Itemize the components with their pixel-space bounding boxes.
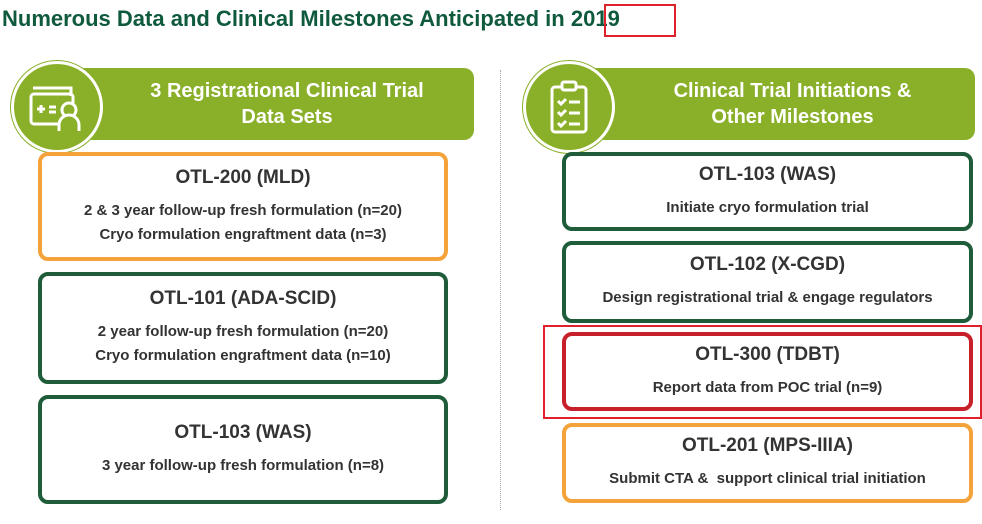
left-heading-line1: 3 Registrational Clinical Trial: [150, 80, 424, 102]
left-banner: 3 Registrational Clinical Trial Data Set…: [60, 68, 474, 140]
right-heading-line1: Clinical Trial Initiations &: [673, 80, 912, 102]
otl-300-highlight-box: [543, 325, 982, 419]
box-line: Submit CTA & support clinical trial init…: [609, 470, 926, 487]
trial-box-otl-103: OTL-103 (WAS) 3 year follow-up fresh for…: [38, 395, 448, 504]
left-heading-line2: Data Sets: [241, 106, 333, 128]
milestone-box-otl-201: OTL-201 (MPS-IIIA) Submit CTA & support …: [562, 423, 973, 503]
column-divider: [500, 70, 501, 510]
right-banner: Clinical Trial Initiations & Other Miles…: [570, 68, 975, 140]
trial-box-otl-200: OTL-200 (MLD) 2 & 3 year follow-up fresh…: [38, 152, 448, 261]
box-line: Cryo formulation engraftment data (n=3): [99, 225, 387, 243]
trial-box-otl-101: OTL-101 (ADA-SCID) 2 year follow-up fres…: [38, 272, 448, 384]
milestone-box-otl-103: OTL-103 (WAS) Initiate cryo formulation …: [562, 152, 973, 231]
box-title: OTL-200 (MLD): [175, 166, 311, 188]
title-text: Numerous Data and Clinical Milestones An…: [2, 6, 565, 31]
box-title: OTL-101 (ADA-SCID): [149, 288, 337, 309]
clipboard-checklist-icon: [523, 61, 615, 153]
milestone-box-otl-300: OTL-300 (TDBT) Report data from POC tria…: [562, 332, 973, 411]
box-line: Design registrational trial & engage reg…: [602, 289, 933, 306]
box-line: 2 & 3 year follow-up fresh formulation (…: [84, 201, 402, 219]
milestone-box-otl-102: OTL-102 (X-CGD) Design registrational tr…: [562, 241, 973, 323]
box-line: Initiate cryo formulation trial: [666, 198, 869, 216]
box-title: OTL-103 (WAS): [174, 421, 312, 443]
box-title: OTL-201 (MPS-IIIA): [681, 435, 853, 456]
box-title: OTL-300 (TDBT): [695, 343, 840, 365]
box-line: Cryo formulation engraftment data (n=10): [95, 347, 391, 364]
right-heading-line2: Other Milestones: [711, 106, 874, 128]
box-title: OTL-102 (X-CGD): [689, 254, 846, 275]
box-title: OTL-103 (WAS): [698, 163, 837, 185]
year-highlight-box: [604, 4, 676, 37]
title-year: 2019: [570, 6, 620, 31]
page-title: Numerous Data and Clinical Milestones An…: [2, 6, 620, 32]
medical-record-person-icon: [11, 61, 103, 153]
box-line: 3 year follow-up fresh formulation (n=8): [101, 456, 385, 474]
box-line: 2 year follow-up fresh formulation (n=20…: [97, 323, 389, 340]
box-line: Report data from POC trial (n=9): [652, 378, 883, 396]
